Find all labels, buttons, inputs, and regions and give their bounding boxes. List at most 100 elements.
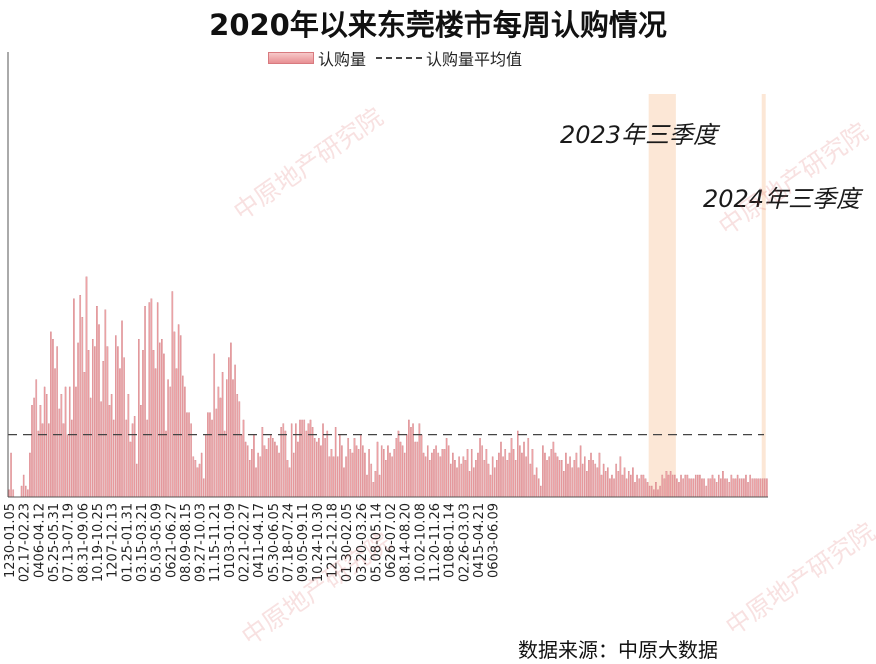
bar <box>711 474 714 498</box>
bar <box>684 474 687 498</box>
bar <box>743 478 745 498</box>
bar <box>301 419 303 498</box>
bar <box>450 463 452 498</box>
bar <box>276 445 278 498</box>
bar <box>345 456 347 498</box>
x-tick-label: 03.20-03.26 <box>355 503 370 582</box>
bar <box>728 482 731 498</box>
bar <box>261 427 264 498</box>
bar <box>182 375 184 498</box>
legend-bar-swatch <box>268 52 314 64</box>
bar <box>10 452 12 498</box>
bar <box>27 489 29 498</box>
bar <box>525 456 527 498</box>
bar <box>699 474 701 498</box>
bar <box>422 452 425 498</box>
bar <box>357 449 360 498</box>
bar <box>253 434 255 498</box>
bar <box>638 478 641 498</box>
bar <box>165 430 167 498</box>
bar <box>575 452 578 498</box>
bar <box>483 460 486 498</box>
bar <box>473 467 475 498</box>
bar <box>479 438 481 498</box>
bar <box>192 456 195 498</box>
bar <box>692 478 695 498</box>
bar <box>158 342 161 498</box>
bar <box>336 456 339 498</box>
bar <box>588 460 590 498</box>
legend: 认购量 认购量平均值 <box>268 47 522 69</box>
chart-title: 2020年以来东莞楼市每周认购情况 <box>209 8 667 42</box>
bar <box>228 357 230 498</box>
bar <box>560 460 563 498</box>
bar <box>364 452 366 498</box>
bar <box>481 445 484 498</box>
bar <box>669 471 672 498</box>
bar <box>64 386 67 498</box>
bar <box>347 438 350 498</box>
bar <box>58 408 61 498</box>
bar <box>408 419 410 498</box>
bar <box>385 460 387 498</box>
bar <box>527 438 530 498</box>
bar <box>475 460 477 498</box>
bar <box>441 449 444 498</box>
bar <box>676 478 678 498</box>
bar <box>290 423 293 498</box>
bar <box>552 441 555 498</box>
bar <box>320 445 322 498</box>
bar <box>535 467 538 498</box>
bar <box>186 412 188 498</box>
axis-layer <box>7 52 768 498</box>
bar <box>651 485 653 498</box>
bar <box>75 386 77 498</box>
bar <box>163 353 165 498</box>
bar <box>466 449 469 498</box>
bar <box>512 449 515 498</box>
bar <box>468 471 471 498</box>
bar <box>311 427 314 498</box>
bar <box>60 394 63 498</box>
bar <box>680 474 682 498</box>
bar <box>144 306 146 498</box>
bar <box>209 412 211 498</box>
highlight-band-1 <box>648 94 676 497</box>
bar <box>395 438 398 498</box>
x-tick-label: 05.30-06.05 <box>267 503 282 582</box>
bar <box>565 452 567 498</box>
bar <box>303 419 306 498</box>
x-tick-label: 0103-01.09 <box>223 503 238 578</box>
bar <box>177 324 180 498</box>
x-tick-label: 0415-04.21 <box>472 503 487 578</box>
x-tick-label: 07.18-07.24 <box>282 503 297 582</box>
bar <box>370 463 373 498</box>
bar <box>454 460 456 498</box>
x-tick-label: 0603-06.09 <box>487 503 502 578</box>
bar <box>154 368 157 498</box>
bar <box>713 478 716 498</box>
bar <box>173 331 176 498</box>
bar <box>531 449 534 498</box>
x-tick-label: 10.24-10.30 <box>311 503 326 582</box>
bar <box>701 478 703 498</box>
bar <box>393 449 396 498</box>
bar <box>194 460 197 498</box>
bar <box>108 405 111 498</box>
bar <box>627 471 630 498</box>
bar <box>577 467 580 498</box>
bar <box>12 489 15 498</box>
bar <box>445 438 448 498</box>
bar <box>359 434 362 498</box>
x-tick-label: 08.31-09.06 <box>76 503 91 582</box>
bar <box>288 467 291 498</box>
bar <box>491 456 494 498</box>
bar <box>757 478 760 498</box>
highlight-band-2 <box>761 94 766 497</box>
highlight-label-1: 2023年三季度 <box>560 121 721 149</box>
bar <box>45 394 48 498</box>
x-tick-label: 11.20-11.26 <box>428 503 443 582</box>
bar <box>50 331 52 498</box>
bar <box>29 452 31 498</box>
bar <box>615 463 618 498</box>
